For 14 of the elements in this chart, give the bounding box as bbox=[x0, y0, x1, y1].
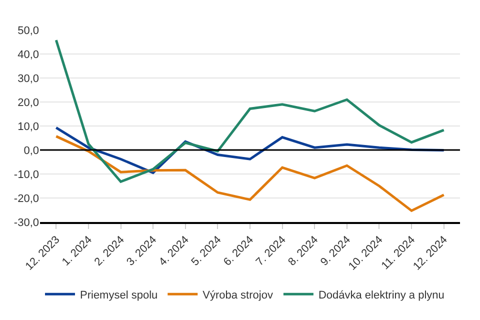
legend-label: Výroba strojov bbox=[202, 289, 274, 302]
y-tick-label: -30,0 bbox=[14, 216, 39, 229]
line-series bbox=[54, 135, 446, 212]
legend-label: Priemysel spolu bbox=[80, 289, 158, 302]
y-tick-label: -10,0 bbox=[14, 168, 39, 181]
line-series bbox=[54, 38, 446, 183]
legend-label: Dodávka elektriny a plynu bbox=[318, 289, 444, 302]
y-tick-label: 40,0 bbox=[18, 48, 39, 61]
y-tick-label: -20,0 bbox=[14, 192, 39, 205]
y-tick-label: 20,0 bbox=[18, 96, 39, 109]
y-tick-label: 50,0 bbox=[18, 24, 39, 37]
y-tick-label: 0,0 bbox=[24, 144, 39, 157]
y-tick-label: 30,0 bbox=[18, 72, 39, 85]
y-tick-label: 10,0 bbox=[18, 120, 39, 133]
